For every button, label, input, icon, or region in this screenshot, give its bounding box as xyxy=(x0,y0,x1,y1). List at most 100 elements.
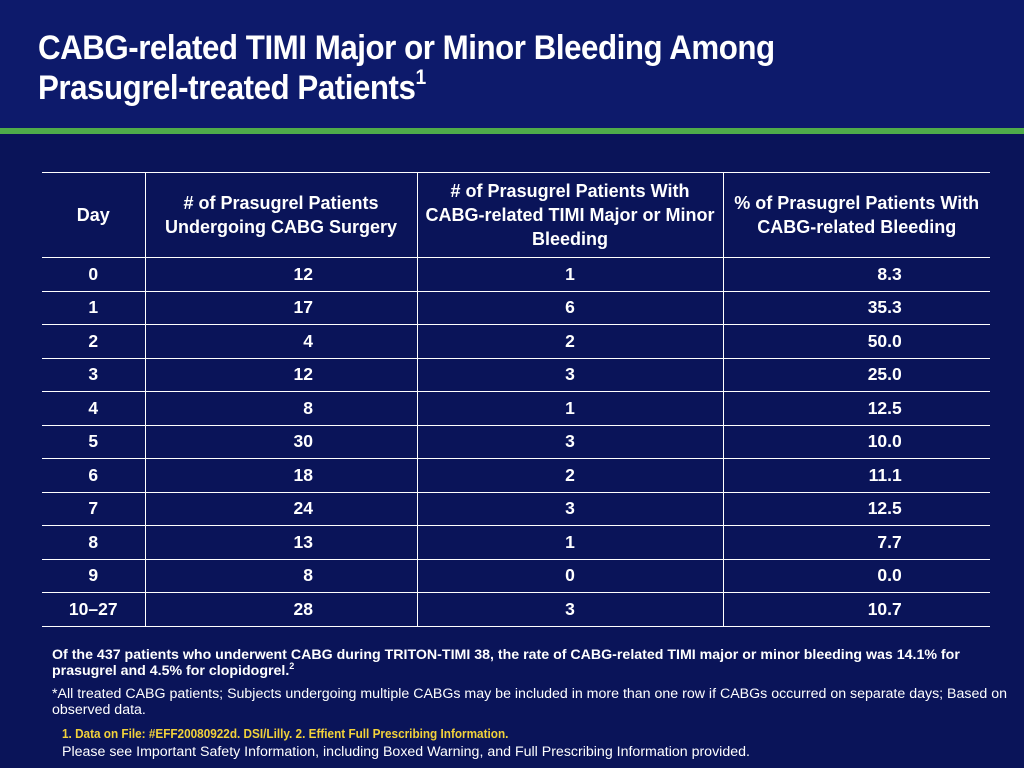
cell-percent-bleeding-value: 12.5 xyxy=(867,397,902,418)
cell-patients-cabg-value: 24 xyxy=(293,498,313,519)
cell-patients-cabg: 12 xyxy=(144,357,418,392)
slide-header xyxy=(0,0,1024,128)
cell-patients-bleeding-value: 2 xyxy=(565,330,575,351)
cell-patients-bleeding-value: 1 xyxy=(565,263,575,284)
cell-patients-bleeding-value: 2 xyxy=(565,464,575,485)
table-row: 8 13 1 7.7 xyxy=(42,525,990,560)
cell-patients-cabg-value: 8 xyxy=(303,565,313,586)
cell-patients-cabg: 13 xyxy=(144,525,418,560)
table-row: 6 18 2 11.1 xyxy=(42,458,990,493)
cell-patients-cabg: 8 xyxy=(144,558,418,593)
cell-day: 5 xyxy=(42,424,146,459)
cell-percent-bleeding: 10.7 xyxy=(722,592,990,627)
cell-day: 0 xyxy=(42,257,146,292)
cell-day-value: 10–27 xyxy=(68,598,118,619)
cell-day: 4 xyxy=(42,391,146,426)
table-body: 0 12 1 8.3 1 17 6 35.3 2 4 2 50.0 3 12 3 25.0 4 8 1 12.5 5 30… xyxy=(42,257,990,627)
cell-percent-bleeding: 12.5 xyxy=(722,391,990,426)
cell-percent-bleeding-value: 7.7 xyxy=(877,531,902,552)
cell-patients-cabg-value: 8 xyxy=(303,397,313,418)
cell-patients-cabg: 30 xyxy=(144,424,418,459)
cell-patients-cabg: 4 xyxy=(144,324,418,359)
references: 1. Data on File: #EFF20080922d. DSI/Lill… xyxy=(62,727,509,741)
cell-percent-bleeding: 25.0 xyxy=(722,357,990,392)
cell-percent-bleeding-value: 25.0 xyxy=(867,364,902,385)
table-header-row: Day # of Prasugrel Patients Undergoing C… xyxy=(42,172,990,258)
cell-day-value: 8 xyxy=(88,531,99,552)
cell-patients-cabg-value: 12 xyxy=(293,263,313,284)
cell-patients-bleeding: 3 xyxy=(416,491,724,526)
title-line-2: Prasugrel-treated Patients xyxy=(38,69,416,107)
cell-patients-bleeding: 2 xyxy=(416,458,724,493)
cell-day-value: 3 xyxy=(88,364,99,385)
table-row: 2 4 2 50.0 xyxy=(42,324,990,359)
table-row: 1 17 6 35.3 xyxy=(42,290,990,325)
summary-superscript: 2 xyxy=(289,661,295,671)
cell-day: 6 xyxy=(42,458,146,493)
cell-patients-bleeding-value: 3 xyxy=(565,598,575,619)
cell-day-value: 6 xyxy=(88,464,99,485)
cell-patients-bleeding: 1 xyxy=(416,525,724,560)
cell-percent-bleeding-value: 35.3 xyxy=(867,297,902,318)
cell-patients-bleeding-value: 3 xyxy=(565,498,575,519)
cell-day-value: 0 xyxy=(88,263,99,284)
slide-title: CABG-related TIMI Major or Minor Bleedin… xyxy=(38,28,921,108)
cell-patients-bleeding: 3 xyxy=(416,357,724,392)
cell-percent-bleeding: 10.0 xyxy=(722,424,990,459)
cell-percent-bleeding: 7.7 xyxy=(722,525,990,560)
cell-patients-cabg-value: 13 xyxy=(293,531,313,552)
header-patients-bleeding: # of Prasugrel Patients With CABG-relate… xyxy=(416,172,724,258)
cell-percent-bleeding: 8.3 xyxy=(722,257,990,292)
cell-day: 3 xyxy=(42,357,146,392)
cell-day-value: 2 xyxy=(88,330,99,351)
cell-day: 7 xyxy=(42,491,146,526)
cell-patients-cabg-value: 30 xyxy=(293,431,313,452)
cell-patients-cabg: 24 xyxy=(144,491,418,526)
title-line-1: CABG-related TIMI Major or Minor Bleedin… xyxy=(38,29,775,67)
header-day: Day xyxy=(42,172,146,258)
safety-note: Please see Important Safety Information,… xyxy=(62,744,750,760)
cell-percent-bleeding: 0.0 xyxy=(722,558,990,593)
cell-patients-bleeding: 3 xyxy=(416,592,724,627)
cell-day: 8 xyxy=(42,525,146,560)
cell-day: 10–27 xyxy=(42,592,146,627)
cell-patients-bleeding: 6 xyxy=(416,290,724,325)
cell-day-value: 5 xyxy=(88,431,99,452)
bleeding-table: Day # of Prasugrel Patients Undergoing C… xyxy=(42,172,990,627)
table-row: 10–27 28 3 10.7 xyxy=(42,592,990,627)
cell-patients-cabg: 28 xyxy=(144,592,418,627)
cell-percent-bleeding: 11.1 xyxy=(722,458,990,493)
cell-percent-bleeding-value: 50.0 xyxy=(867,330,902,351)
summary-text: Of the 437 patients who underwent CABG d… xyxy=(52,647,960,679)
cell-patients-bleeding-value: 0 xyxy=(565,565,575,586)
cell-patients-bleeding: 2 xyxy=(416,324,724,359)
cell-patients-bleeding-value: 6 xyxy=(565,297,575,318)
cell-patients-bleeding-value: 1 xyxy=(565,531,575,552)
cell-day: 9 xyxy=(42,558,146,593)
cell-patients-cabg: 18 xyxy=(144,458,418,493)
cell-patients-bleeding: 1 xyxy=(416,391,724,426)
title-superscript: 1 xyxy=(415,66,426,89)
cell-patients-cabg: 17 xyxy=(144,290,418,325)
cell-percent-bleeding-value: 10.0 xyxy=(867,431,902,452)
cell-patients-bleeding-value: 3 xyxy=(565,364,575,385)
cell-patients-bleeding-value: 1 xyxy=(565,397,575,418)
cell-patients-cabg-value: 17 xyxy=(293,297,313,318)
cell-patients-cabg-value: 28 xyxy=(293,598,313,619)
cell-percent-bleeding-value: 8.3 xyxy=(877,263,902,284)
cell-patients-bleeding: 3 xyxy=(416,424,724,459)
cell-day-value: 4 xyxy=(88,397,99,418)
cell-percent-bleeding-value: 0.0 xyxy=(877,565,902,586)
table-row: 4 8 1 12.5 xyxy=(42,391,990,426)
cell-percent-bleeding: 50.0 xyxy=(722,324,990,359)
cell-patients-bleeding-value: 3 xyxy=(565,431,575,452)
table-row: 5 30 3 10.0 xyxy=(42,424,990,459)
cell-patients-bleeding: 0 xyxy=(416,558,724,593)
cell-patients-cabg: 8 xyxy=(144,391,418,426)
cell-percent-bleeding-value: 10.7 xyxy=(867,598,902,619)
cell-patients-bleeding: 1 xyxy=(416,257,724,292)
table-row: 7 24 3 12.5 xyxy=(42,491,990,526)
cell-day-value: 1 xyxy=(88,297,99,318)
cell-percent-bleeding: 35.3 xyxy=(722,290,990,325)
cell-patients-cabg: 12 xyxy=(144,257,418,292)
